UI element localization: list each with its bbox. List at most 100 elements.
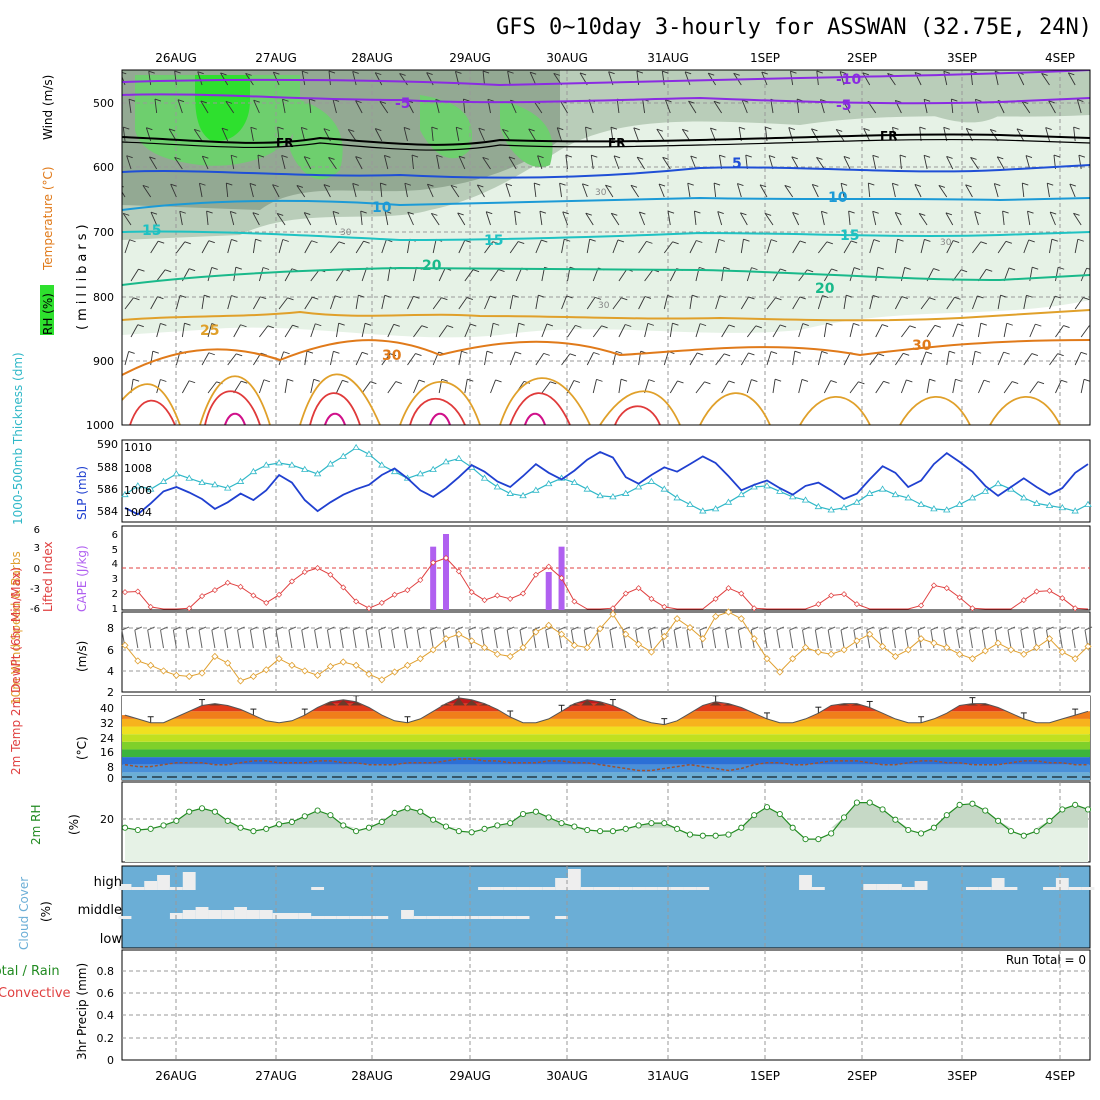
lifted-index-point — [443, 554, 449, 561]
wind10-point — [416, 655, 424, 663]
wind-barb — [565, 155, 569, 170]
wind-barb — [1020, 629, 1025, 649]
wind-barb — [455, 629, 460, 649]
wind-barb-flag — [582, 183, 589, 187]
wind-barb — [432, 239, 437, 254]
wind-barb — [923, 155, 928, 170]
cloud-gap-middle — [490, 916, 504, 919]
wind-barb — [407, 212, 414, 226]
wind-barb-flag — [188, 380, 196, 384]
wind-barb — [237, 629, 242, 649]
wind-barb-flag — [719, 154, 726, 158]
li-ticks: 6 3 0 -3 -6 — [30, 525, 40, 615]
wind-barb — [586, 239, 591, 254]
cloud-gap-middle — [413, 916, 427, 919]
wind-barb — [1055, 380, 1062, 394]
rh2m-point — [558, 820, 565, 827]
wind-barb-flag — [830, 380, 837, 383]
wind-barb-flag — [379, 101, 387, 104]
wind10-point — [224, 659, 232, 667]
cloud-gap-middle — [246, 910, 260, 919]
wind-barb — [875, 267, 879, 282]
wind-barb-flag — [1008, 267, 1016, 271]
wind10-point — [570, 641, 578, 649]
wind-barb — [253, 296, 261, 310]
wind-barb-flag — [957, 323, 964, 327]
lifted-index-point — [956, 594, 963, 601]
wind-barb-flag — [519, 626, 528, 631]
wind-barb-flag — [1078, 154, 1086, 158]
wind-barb — [154, 99, 158, 114]
label-m5: -5 — [395, 96, 411, 112]
wind-barb-flag — [184, 322, 191, 326]
wind-barb — [514, 211, 517, 226]
wind-barb — [914, 184, 922, 198]
wind-barb — [609, 629, 614, 649]
cloud-levels: high middle low — [78, 875, 123, 947]
wind-barb-flag — [1084, 626, 1093, 631]
wind-barb-flag — [718, 238, 726, 242]
wind-barb-flag — [553, 72, 560, 76]
wind-barb-flag — [364, 322, 372, 326]
wind-barb — [198, 629, 203, 649]
wind-barb — [177, 99, 183, 114]
cloud-gap-middle — [324, 916, 337, 919]
wind-barb — [952, 379, 956, 394]
wind-barb — [482, 71, 485, 86]
ylabel-precip-total: Total / Rain — [0, 964, 60, 979]
wind-barb — [300, 127, 306, 142]
wind-barb — [823, 323, 827, 338]
cloud-gap-high — [991, 878, 1005, 890]
rh2m-point — [1046, 817, 1053, 824]
wind-barb-flag — [909, 325, 916, 329]
lifted-index-point — [815, 601, 822, 608]
wind-barb — [328, 71, 331, 86]
wind-barb-flag — [184, 241, 191, 245]
thickness-point — [686, 500, 694, 507]
bottom-date-label: 3SEP — [947, 1069, 977, 1083]
isotherm-p10 — [122, 196, 1090, 211]
wind10-point — [853, 637, 861, 645]
thickness-point — [378, 461, 386, 468]
wind-barb-flag — [853, 322, 860, 326]
bottom-date-label: 26AUG — [155, 1069, 197, 1083]
cloud-gap-high — [118, 884, 132, 890]
wind-barb — [970, 157, 979, 170]
wind-barb-flag — [464, 239, 471, 243]
wind-barb — [1055, 267, 1059, 282]
ylabel-millibars: (millibars) — [75, 220, 90, 330]
cloud-gap-middle — [375, 916, 389, 919]
slp-tick: 1008 — [124, 462, 152, 475]
wind-barb — [175, 295, 181, 310]
cloud-gap-middle — [362, 916, 376, 919]
wind-barb-flag — [352, 626, 361, 631]
cloud-gap-high — [555, 878, 568, 890]
label-p15: 15 — [142, 223, 161, 239]
wind-barb-flag — [415, 353, 422, 356]
wind-barb-flag — [447, 325, 454, 328]
upper-air-panel: -10 -5 -5 FR FR FR 5 10 10 15 15 15 20 2… — [40, 69, 1091, 432]
wind-barb-flag — [458, 155, 466, 159]
precip-ticks: 0.8 0.6 0.4 0.2 0 — [97, 965, 115, 1067]
wind-barb-flag — [282, 239, 289, 242]
wind-barb — [484, 351, 488, 366]
thickness-point — [1045, 501, 1054, 508]
cloud-gap-high — [542, 887, 556, 890]
wind-barb-flag — [395, 381, 402, 384]
wind-barb-flag — [502, 128, 509, 132]
wind-barb — [590, 155, 594, 170]
lifted-index-point — [391, 591, 398, 598]
lifted-index-point — [828, 592, 835, 599]
wind-barb-flag — [188, 268, 196, 272]
wind-barb-flag — [899, 154, 907, 158]
wind10-point — [275, 655, 283, 663]
wind-barb-flag — [235, 266, 242, 270]
wind10-point — [288, 661, 296, 669]
wind-barb — [1023, 295, 1027, 310]
wind-barb-flag — [138, 268, 145, 272]
rh2m-area-above-20 — [125, 802, 1088, 828]
wind-barb-flag — [930, 626, 939, 631]
wind-barb — [407, 296, 414, 310]
isotherm-p25 — [122, 309, 1090, 322]
wind10-point — [968, 655, 977, 663]
